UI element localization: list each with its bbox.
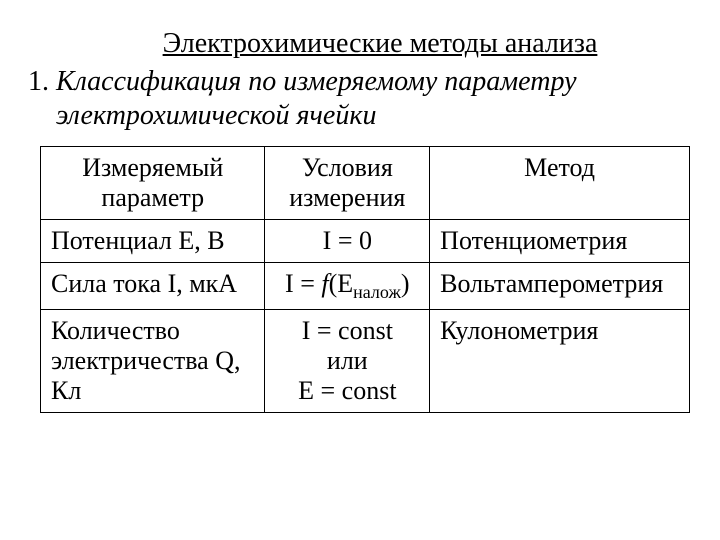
methods-table: Измеряемый параметр Условия измерения Ме… [40,146,690,413]
cond-line-c: E = const [275,376,419,406]
cell-param-0: Потенциал Е, В [41,220,265,263]
cell-param-1: Сила тока I, мкА [41,263,265,310]
cond-f: f [321,269,328,298]
subtitle-prefix: 1. [28,66,56,97]
cell-cond-1: I = f(Eналож) [265,263,430,310]
cell-method-2: Кулонометрия [430,310,690,413]
cond-prefix: I = [285,269,321,298]
header-param: Измеряемый параметр [41,147,265,220]
table-row: Сила тока I, мкА I = f(Eналож) Вольтампе… [41,263,690,310]
header-method: Метод [430,147,690,220]
cond-open: (E [329,269,354,298]
cond-close: ) [401,269,410,298]
header-cond: Условия измерения [265,147,430,220]
cell-method-0: Потенциометрия [430,220,690,263]
page-title: Электрохимические методы анализа [68,28,692,60]
cond-line-b: или [275,346,419,376]
cell-cond-0: I = 0 [265,220,430,263]
cond-line-a: I = const [275,316,419,346]
subtitle-line2: электрохимической ячейки [56,100,692,132]
cond-sub: налож [353,282,401,302]
table-row: Количество электричества Q, Кл I = const… [41,310,690,413]
table-header-row: Измеряемый параметр Условия измерения Ме… [41,147,690,220]
subtitle-text1: Классификация по измеряемому параметру [56,66,577,97]
subtitle-line1: 1. Классификация по измеряемому параметр… [28,66,692,98]
cell-cond-2: I = const или E = const [265,310,430,413]
cell-param-2: Количество электричества Q, Кл [41,310,265,413]
cell-method-1: Вольтамперометрия [430,263,690,310]
table-row: Потенциал Е, В I = 0 Потенциометрия [41,220,690,263]
